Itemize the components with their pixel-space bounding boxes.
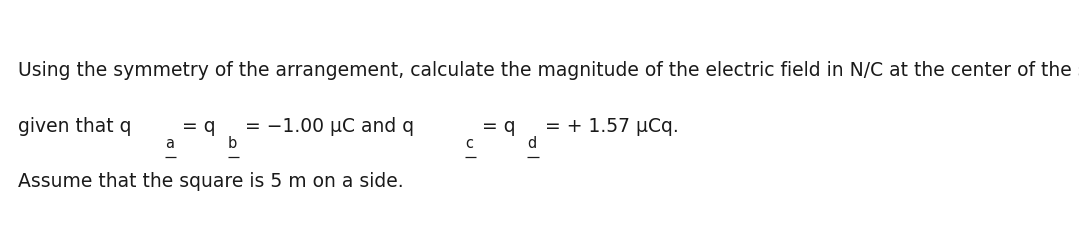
Text: = q: = q (476, 116, 516, 136)
Text: = −1.00 μC and q: = −1.00 μC and q (240, 116, 414, 136)
Text: d: d (527, 136, 536, 151)
Text: Assume that the square is 5 m on a side.: Assume that the square is 5 m on a side. (18, 172, 404, 191)
Text: b: b (228, 136, 236, 151)
Text: c: c (465, 136, 474, 151)
Text: = + 1.57 μCq.: = + 1.57 μCq. (538, 116, 679, 136)
Text: a: a (165, 136, 174, 151)
Text: Using the symmetry of the arrangement, calculate the magnitude of the electric f: Using the symmetry of the arrangement, c… (18, 61, 1079, 80)
Text: = q: = q (176, 116, 216, 136)
Text: given that q: given that q (18, 116, 132, 136)
